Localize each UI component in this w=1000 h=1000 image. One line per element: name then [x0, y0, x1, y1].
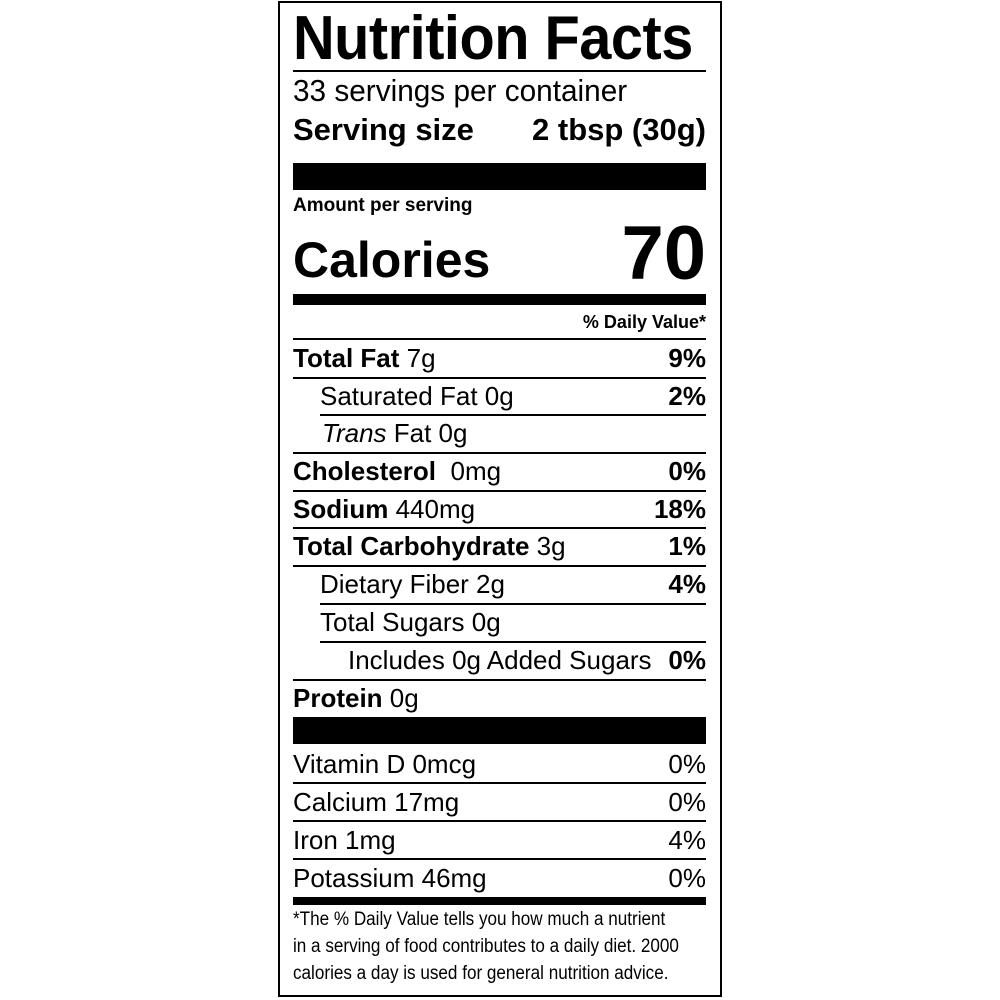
nutrient-dv: 4% — [668, 569, 706, 599]
footnote-line: *The % Daily Value tells you how much a … — [293, 906, 706, 933]
vitamin-row-iron: Iron 1mg 4% — [293, 822, 706, 859]
nutrition-label-border — [278, 1, 722, 997]
vitamin-dv: 0% — [668, 749, 706, 779]
nutrient-name: Saturated Fat 0g — [320, 381, 514, 411]
vitamin-row-potassium: Potassium 46mg 0% — [293, 860, 706, 897]
divider — [293, 679, 706, 681]
nutrient-amount: 0mg — [436, 456, 502, 486]
nutrient-name: Protein — [293, 683, 383, 713]
footnote-text: in a serving of food contributes to a da… — [293, 936, 679, 957]
vitamin-name: Potassium 46mg — [293, 863, 487, 893]
medium-bar — [293, 897, 706, 905]
nutrient-amount: Fat 0g — [386, 418, 468, 448]
vitamin-dv: 0% — [668, 863, 706, 893]
divider — [293, 490, 706, 492]
calories-label: Calories — [293, 232, 491, 288]
nutrient-dv: 2% — [668, 381, 706, 411]
serving-size-label: Serving size — [293, 112, 474, 147]
divider — [320, 641, 706, 643]
title-text: Nutrition Facts — [293, 4, 693, 73]
nutrient-row-sodium: Sodium 440mg 18% — [293, 491, 706, 528]
nutrient-dv: 0% — [668, 645, 706, 675]
thick-bar — [293, 163, 706, 190]
vitamin-row-calcium: Calcium 17mg 0% — [293, 784, 706, 821]
nutrient-amount: 440mg — [388, 494, 476, 524]
calories-value: 70 — [621, 211, 706, 296]
nutrient-row-added-sugars: Includes 0g Added Sugars 0% — [348, 642, 706, 679]
divider — [293, 377, 706, 379]
divider — [293, 452, 706, 454]
nutrient-name: Includes 0g Added Sugars — [348, 645, 652, 675]
nutrient-row-total-sugars: Total Sugars 0g — [320, 604, 706, 641]
nutrient-name: Dietary Fiber 2g — [320, 569, 505, 599]
divider — [293, 565, 706, 567]
footnote-text: calories a day is used for general nutri… — [293, 963, 669, 984]
nutrient-amount: 7g — [399, 343, 436, 373]
medium-bar — [293, 294, 706, 305]
nutrient-name: Total Fat — [293, 343, 400, 373]
nutrient-row-saturated-fat: Saturated Fat 0g 2% — [320, 378, 706, 415]
nutrient-row-protein: Protein 0g — [293, 680, 706, 717]
divider — [293, 820, 706, 822]
nutrient-name: Total Sugars 0g — [320, 607, 501, 637]
calories-row: Calories 70 — [293, 216, 706, 292]
divider — [293, 527, 706, 529]
daily-value-header: % Daily Value* — [582, 312, 706, 332]
divider — [293, 858, 706, 860]
vitamin-name: Iron 1mg — [293, 825, 396, 855]
nutrient-row-cholesterol: Cholesterol 0mg 0% — [293, 453, 706, 490]
footnote-line: calories a day is used for general nutri… — [293, 960, 706, 987]
divider — [320, 603, 706, 605]
label-title: Nutrition Facts — [293, 8, 706, 70]
nutrient-dv: 1% — [668, 531, 706, 561]
nutrient-row-trans-fat: Trans Fat 0g — [322, 415, 706, 452]
divider — [320, 414, 706, 416]
servings-per-container: 33 servings per container — [293, 74, 706, 108]
divider — [293, 70, 706, 72]
serving-size-value: 2 tbsp (30g) — [532, 112, 706, 147]
servings-text: 33 servings per container — [293, 73, 628, 108]
vitamin-dv: 0% — [668, 787, 706, 817]
vitamin-name: Vitamin D 0mcg — [293, 749, 477, 779]
vitamin-row-vitamin-d: Vitamin D 0mcg 0% — [293, 746, 706, 783]
footnote: *The % Daily Value tells you how much a … — [293, 906, 706, 987]
nutrient-row-dietary-fiber: Dietary Fiber 2g 4% — [320, 566, 706, 603]
nutrient-dv: 9% — [668, 343, 706, 373]
footnote-text: *The % Daily Value tells you how much a … — [293, 909, 666, 930]
footnote-line: in a serving of food contributes to a da… — [293, 933, 706, 960]
serving-size: Serving size 2 tbsp (30g) — [293, 111, 706, 149]
nutrient-amount: 3g — [529, 531, 566, 561]
nutrient-name: Total Carbohydrate — [293, 531, 530, 561]
nutrient-row-total-fat: Total Fat 7g 9% — [293, 340, 706, 377]
nutrient-amount: 0g — [382, 683, 419, 713]
divider — [293, 782, 706, 784]
nutrient-dv: 18% — [653, 494, 706, 524]
vitamin-name: Calcium 17mg — [293, 787, 460, 817]
nutrient-name: Cholesterol — [293, 456, 437, 486]
divider — [293, 338, 706, 340]
nutrient-name: Sodium — [293, 494, 389, 524]
vitamin-dv: 4% — [668, 825, 706, 855]
thick-bar — [293, 717, 706, 744]
amount-per-serving: Amount per serving — [293, 195, 473, 216]
nutrient-dv: 0% — [668, 456, 706, 486]
nutrient-row-total-carbohydrate: Total Carbohydrate 3g 1% — [293, 528, 706, 565]
nutrient-name: Trans — [322, 418, 387, 448]
